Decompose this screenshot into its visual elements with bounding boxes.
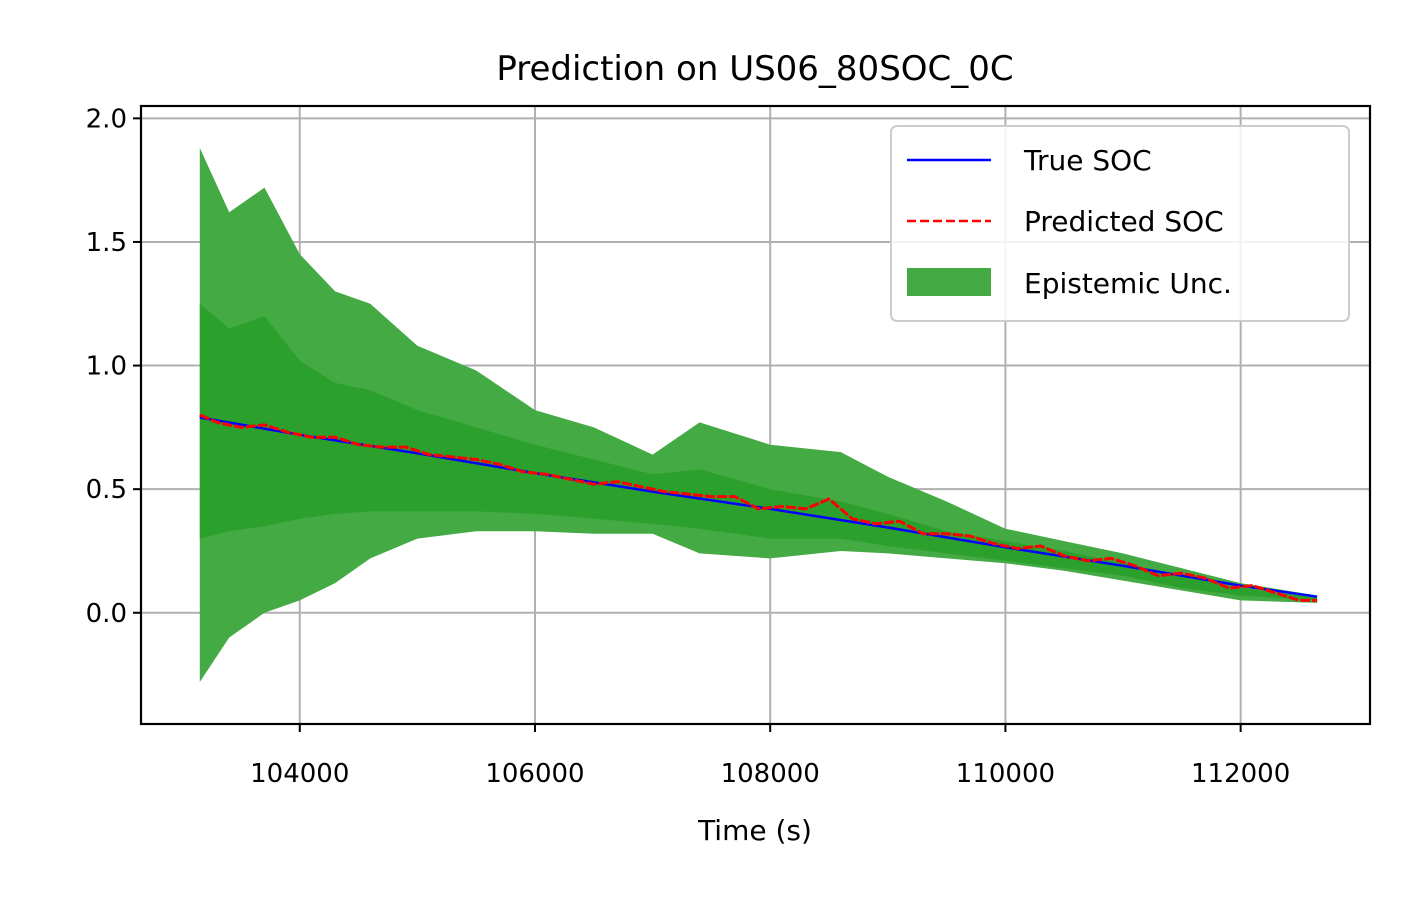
- x-tick-label: 104000: [250, 759, 349, 789]
- x-axis-label: Time (s): [697, 814, 812, 847]
- y-tick-label: 0.0: [86, 599, 127, 629]
- x-tick-label: 112000: [1191, 759, 1290, 789]
- y-tick-label: 0.5: [86, 475, 127, 505]
- x-tick-label: 110000: [956, 759, 1055, 789]
- chart-title: Prediction on US06_80SOC_0C: [496, 49, 1013, 89]
- legend: True SOC Predicted SOC Epistemic Unc.: [890, 125, 1350, 322]
- legend-predicted-soc-label: Predicted SOC: [1024, 205, 1224, 238]
- legend-true-soc-label: True SOC: [1023, 144, 1152, 177]
- predicted-soc-line: [199, 413, 1318, 602]
- x-tick-label: 108000: [721, 759, 820, 789]
- series-lines-layer: [199, 413, 1318, 602]
- plot-frame: [139, 104, 1372, 726]
- y-axis: 0.0 0.5 1.0 1.5 2.0: [86, 104, 141, 629]
- legend-epistemic-label: Epistemic Unc.: [1024, 267, 1232, 300]
- y-tick-label: 1.0: [86, 352, 127, 382]
- legend-epistemic-swatch: [907, 268, 991, 296]
- legend-box: [890, 125, 1350, 322]
- y-tick-label: 2.0: [86, 104, 127, 134]
- x-axis: 104000 106000 108000 110000 112000: [250, 724, 1290, 789]
- x-tick-label: 106000: [485, 759, 584, 789]
- y-tick-label: 1.5: [86, 228, 127, 258]
